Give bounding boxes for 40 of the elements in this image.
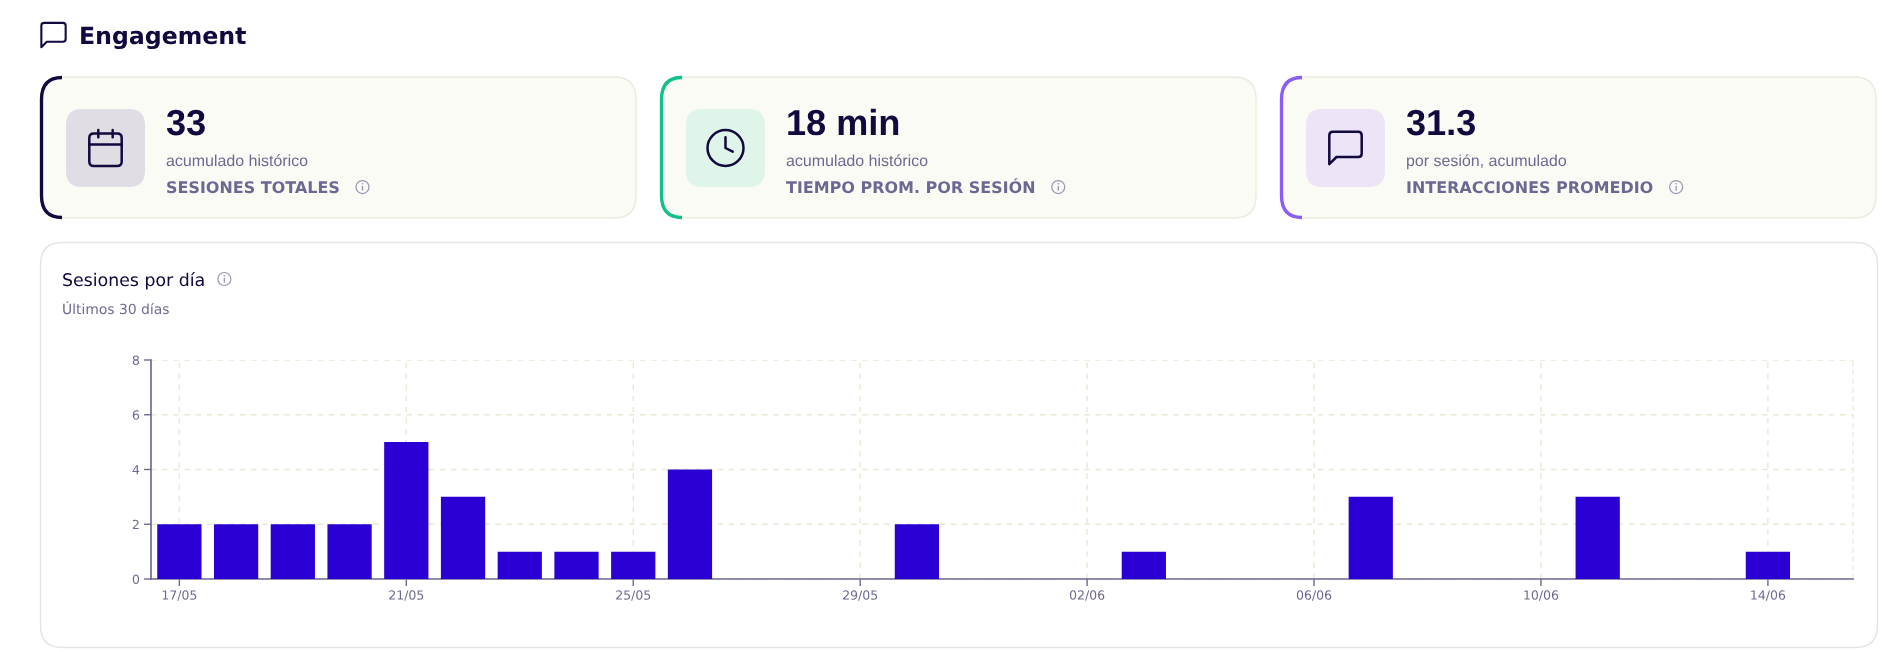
bar <box>213 524 259 579</box>
bar <box>384 442 429 579</box>
x-tick-label: 21/05 <box>389 590 424 601</box>
text: Engagement <box>81 26 246 50</box>
y-tick-label: 6 <box>132 410 140 420</box>
y-tick-label: 4 <box>132 465 140 475</box>
bar <box>440 496 486 579</box>
x-tick-label: 17/05 <box>162 590 197 601</box>
text: 18 min <box>788 108 899 136</box>
x-tick-label: 10/06 <box>1524 590 1559 601</box>
bar <box>270 524 315 579</box>
text: acumulado histórico <box>166 154 308 167</box>
bar <box>1745 551 1791 579</box>
y-tick-label: 0 <box>132 574 140 584</box>
bar <box>1348 496 1393 579</box>
bar <box>554 551 599 579</box>
y-tick-label: 2 <box>132 519 139 529</box>
bar <box>1575 496 1620 579</box>
bar <box>497 551 542 579</box>
bar <box>667 469 713 579</box>
text: acumulado histórico <box>786 154 928 167</box>
chart-title: Sesiones por día <box>63 272 204 290</box>
bar <box>1121 551 1166 579</box>
bar <box>894 524 940 579</box>
text: INTERACCIONES PROMEDIO <box>1407 181 1653 194</box>
y-tick-label: 8 <box>132 355 140 365</box>
text: 31.3 <box>1406 109 1475 136</box>
chart-subtitle: Últimos 30 días <box>63 301 169 315</box>
x-tick-label: 02/06 <box>1069 590 1105 601</box>
text: TIEMPO PROM. POR SESIÓN <box>786 178 1035 194</box>
bar <box>327 524 372 579</box>
bar <box>157 524 202 579</box>
text: por sesión, acumulado <box>1407 154 1567 170</box>
text: SESIONES TOTALES <box>167 181 339 194</box>
x-tick-label: 14/06 <box>1751 590 1786 601</box>
x-tick-label: 29/05 <box>843 590 878 601</box>
x-tick-label: 25/05 <box>616 590 651 601</box>
bar <box>611 551 656 579</box>
text: 33 <box>166 109 205 136</box>
x-tick-label: 06/06 <box>1296 590 1332 601</box>
